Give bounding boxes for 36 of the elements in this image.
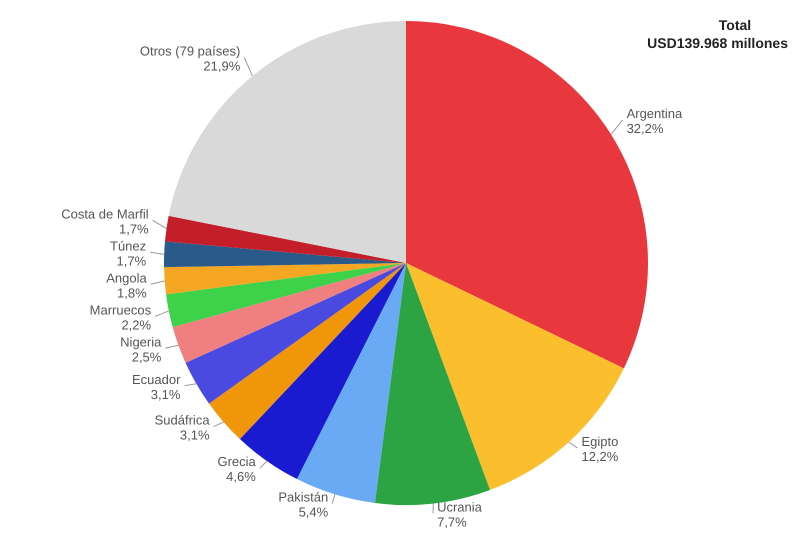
data-label: 7,7% (437, 514, 468, 530)
data-label: 3,1% (150, 386, 181, 402)
pie-slice (164, 241, 406, 268)
slice-label: Sudáfrica (154, 412, 210, 428)
slice-label: Costa de Marfil (61, 206, 149, 222)
slice-label: Túnez (110, 238, 146, 254)
pie-slice (164, 263, 406, 294)
pie-slice (209, 263, 406, 440)
slice-label: Egipto (581, 434, 618, 449)
text: Total (718, 17, 752, 33)
data-label: 12,2% (581, 448, 619, 464)
pie-slice (172, 263, 406, 363)
pie-slice (166, 263, 406, 328)
slice-label: Argentina (626, 106, 683, 121)
data-label: 1,8% (117, 285, 148, 300)
slice-label: Ucrania (437, 499, 483, 514)
data-label: 2,5% (132, 349, 162, 364)
pie-slice (406, 263, 624, 490)
pie-slice (164, 216, 406, 263)
data-label: 3,1% (180, 428, 210, 443)
data-label: 32,2% (626, 120, 664, 136)
data-label: 4,6% (226, 469, 256, 484)
data-label: 1,7% (116, 253, 147, 268)
data-label: 2,2% (121, 317, 152, 332)
slice-label: Angola (106, 270, 148, 286)
data-label: 21,9% (203, 58, 241, 74)
pie-slice (186, 263, 406, 404)
slice-label: Nigeria (120, 334, 162, 350)
slice-label: Otros (79 países) (140, 44, 240, 59)
slice-label: Pakistán (278, 490, 328, 505)
data-label: 1,7% (118, 221, 150, 236)
data-label: 5,4% (298, 504, 329, 520)
slice-label: Ecuador (132, 372, 182, 387)
slice-label: Marruecos (90, 302, 152, 318)
text: USD139.968 millones (647, 35, 788, 51)
slice-label: Grecia (217, 454, 257, 470)
